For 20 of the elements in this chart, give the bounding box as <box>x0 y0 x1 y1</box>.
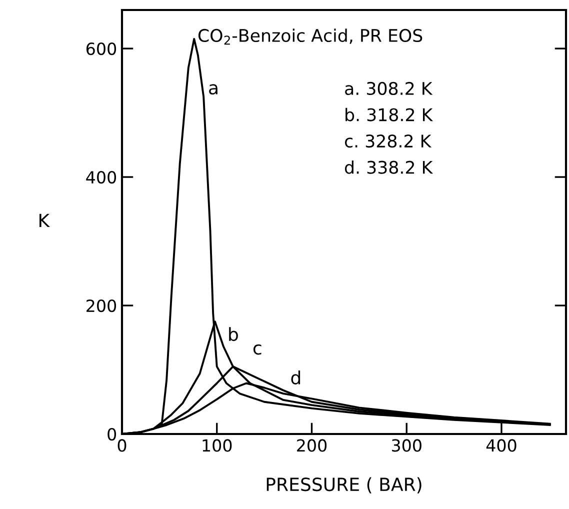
x-tick-label: 300 <box>392 439 422 452</box>
x-tick-label: 0 <box>118 439 126 452</box>
x-axis-title: PRESSURE ( BAR) <box>266 477 422 494</box>
annotation: d. 338.2 K <box>344 160 434 174</box>
x-tick-label: 100 <box>202 439 232 452</box>
annotation: b. 318.2 K <box>346 108 434 122</box>
x-tick-label: 400 <box>486 439 516 452</box>
annotation: a. 308.2 K <box>345 82 433 96</box>
text: CO$_{2}$-Benzoic Acid, PR EOS <box>198 28 422 45</box>
y-tick-label: 0 <box>108 428 116 441</box>
y-tick-label: 400 <box>86 170 116 184</box>
series-label: d <box>291 370 300 384</box>
y-tick-label: 200 <box>86 299 116 312</box>
y-axis-title: K <box>40 214 50 227</box>
y-tick-label: 600 <box>86 42 116 56</box>
x-tick-label: 200 <box>297 439 327 452</box>
series-label: b <box>229 327 238 342</box>
series-label: c <box>253 344 262 355</box>
annotation: c. 328.2 K <box>344 134 432 148</box>
series-label: a <box>209 84 218 95</box>
